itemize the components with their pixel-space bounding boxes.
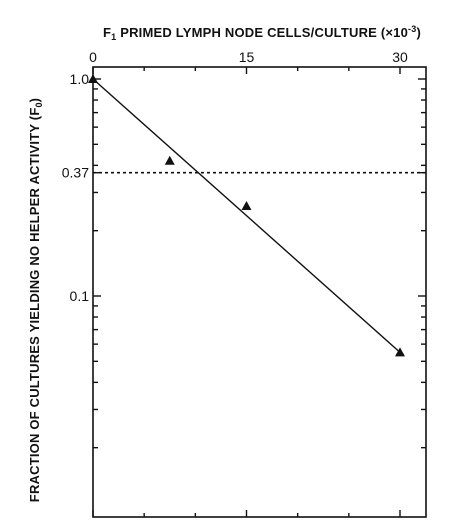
data-point-2 (241, 200, 252, 210)
plot-frame (92, 66, 427, 518)
x-tick-label-2: 30 (392, 49, 408, 65)
x-axis-title-subscript: 1 (111, 32, 116, 42)
y-axis-title-subscript: 0 (34, 102, 44, 107)
ticks-layer: 0 15 30 1.0 0.37 0.1 (62, 49, 426, 517)
x-tick-label-0: 0 (89, 49, 97, 65)
x-axis-title: F1 PRIMED LYMPH NODE CELLS/CULTURE (×10-… (103, 24, 421, 42)
y-tick-label-1: 0.37 (62, 165, 89, 181)
y-tick-label-2: 0.1 (70, 288, 90, 304)
y-tick-label-0: 1.0 (70, 71, 90, 87)
x-axis-title-prefix: F (103, 25, 111, 40)
marks-layer (88, 74, 405, 357)
x-axis-title-suffix: ) (416, 25, 421, 40)
fit-line (92, 78, 401, 353)
y-axis-title-suffix: ) (27, 98, 42, 103)
data-point-0 (88, 74, 98, 83)
data-point-1 (164, 155, 175, 165)
data-point-3 (395, 347, 405, 357)
lines-layer (92, 78, 426, 353)
y-axis-title-main: FRACTION OF CULTURES YIELDING NO HELPER … (27, 108, 42, 503)
x-axis-title-exponent: -3 (408, 24, 416, 34)
x-tick-label-1: 15 (239, 49, 255, 65)
x-axis-title-main: PRIMED LYMPH NODE CELLS/CULTURE (×10 (116, 25, 408, 40)
y-axis-title: FRACTION OF CULTURES YIELDING NO HELPER … (27, 98, 44, 502)
